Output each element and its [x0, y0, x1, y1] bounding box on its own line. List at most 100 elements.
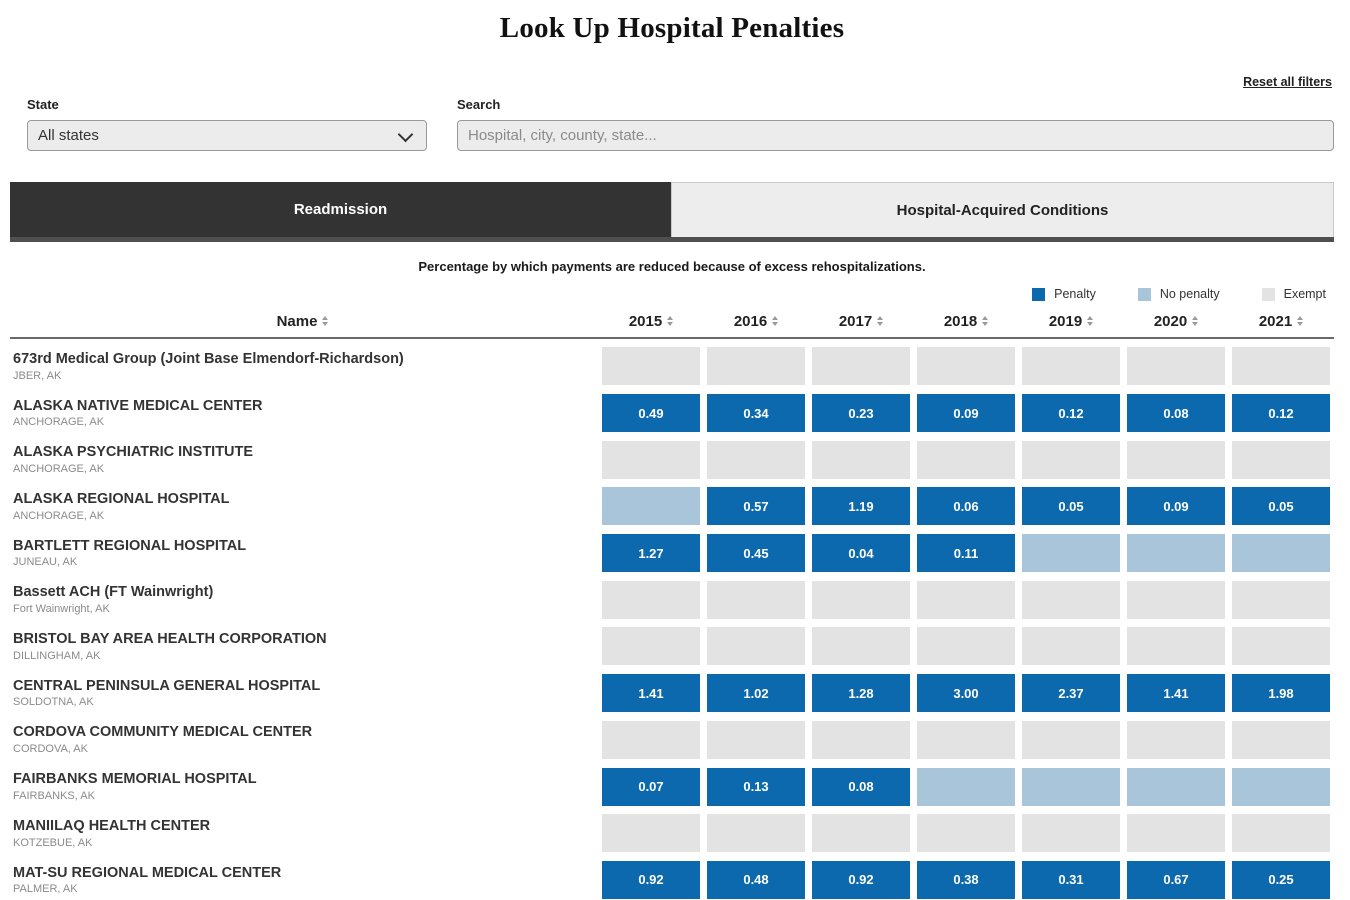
exempt-cell — [812, 347, 910, 386]
exempt-cell — [707, 627, 805, 666]
hospital-name: MAT-SU REGIONAL MEDICAL CENTER — [13, 864, 282, 881]
penalty-cell: 1.19 — [812, 487, 910, 526]
exempt-cell — [1127, 720, 1225, 759]
penalty-cell: 0.92 — [602, 860, 700, 899]
column-header-year[interactable]: 2017 — [812, 313, 910, 330]
sort-icon — [1087, 316, 1094, 327]
exempt-cell — [1127, 440, 1225, 479]
exempt-cell — [812, 720, 910, 759]
exempt-cell — [917, 440, 1015, 479]
table-row: CORDOVA COMMUNITY MEDICAL CENTER CORDOVA… — [10, 717, 1334, 764]
penalty-cell: 0.92 — [812, 860, 910, 899]
exempt-cell — [707, 347, 805, 386]
hospital-name: CORDOVA COMMUNITY MEDICAL CENTER — [13, 724, 313, 741]
legend-item: Exempt — [1261, 287, 1326, 301]
exempt-cell — [1232, 814, 1330, 853]
tab-bar: Readmission Hospital-Acquired Conditions — [10, 182, 1334, 242]
table-row: CENTRAL PENINSULA GENERAL HOSPITAL SOLDO… — [10, 670, 1334, 717]
legend-swatch — [1032, 287, 1046, 301]
exempt-cell — [917, 627, 1015, 666]
penalty-cell: 1.41 — [1127, 674, 1225, 713]
column-header-year[interactable]: 2019 — [1022, 313, 1120, 330]
penalty-cell: 0.09 — [1127, 487, 1225, 526]
legend-swatch — [1261, 287, 1275, 301]
state-select[interactable]: All states — [27, 120, 427, 151]
table-subtitle: Percentage by which payments are reduced… — [418, 259, 926, 274]
table-header: Name 2015 2016 2017 2018 2019 2020 2021 — [10, 313, 1334, 339]
exempt-cell — [707, 440, 805, 479]
column-header-year[interactable]: 2015 — [602, 313, 700, 330]
exempt-cell — [917, 814, 1015, 853]
penalty-cell: 0.08 — [812, 767, 910, 806]
penalty-cell: 1.27 — [602, 534, 700, 573]
exempt-cell — [1127, 347, 1225, 386]
hospital-location: ANCHORAGE, AK — [13, 463, 105, 475]
penalty-cell: 0.13 — [707, 767, 805, 806]
hospital-name: BARTLETT REGIONAL HOSPITAL — [13, 537, 247, 554]
no-penalty-cell — [1232, 767, 1330, 806]
legend-item: No penalty — [1137, 287, 1220, 301]
table-row: FAIRBANKS MEMORIAL HOSPITAL FAIRBANKS, A… — [10, 763, 1334, 810]
penalty-cell: 0.45 — [707, 534, 805, 573]
no-penalty-cell — [1127, 767, 1225, 806]
hospital-location: KOTZEBUE, AK — [13, 836, 93, 849]
hospital-location: JUNEAU, AK — [13, 556, 78, 569]
column-header-name[interactable]: Name — [10, 313, 595, 330]
hospital-name: MANIILAQ HEALTH CENTER — [13, 817, 211, 834]
sort-icon — [667, 316, 674, 327]
column-header-year[interactable]: 2020 — [1127, 313, 1225, 330]
penalties-table: 673rd Medical Group (Joint Base Elmendor… — [10, 343, 1334, 900]
penalty-cell: 0.05 — [1022, 487, 1120, 526]
column-header-year[interactable]: 2016 — [707, 313, 805, 330]
reset-all-filters-link[interactable]: Reset all filters — [1243, 75, 1332, 89]
exempt-cell — [602, 814, 700, 853]
tab-hospital-acquired-conditions[interactable]: Hospital-Acquired Conditions — [671, 182, 1334, 237]
exempt-cell — [1022, 627, 1120, 666]
hospital-location: DILLINGHAM, AK — [13, 649, 101, 662]
no-penalty-cell — [917, 767, 1015, 806]
hospital-name: BRISTOL BAY AREA HEALTH CORPORATION — [13, 631, 327, 648]
penalty-cell: 0.05 — [1232, 487, 1330, 526]
penalty-cell: 0.04 — [812, 534, 910, 573]
column-header-year[interactable]: 2021 — [1232, 313, 1330, 330]
penalty-cell: 0.07 — [602, 767, 700, 806]
exempt-cell — [1127, 627, 1225, 666]
exempt-cell — [1022, 720, 1120, 759]
exempt-cell — [1022, 814, 1120, 853]
exempt-cell — [1022, 440, 1120, 479]
hospital-name: ALASKA REGIONAL HOSPITAL — [13, 491, 230, 508]
hospital-name: CENTRAL PENINSULA GENERAL HOSPITAL — [13, 677, 321, 694]
penalty-cell: 0.08 — [1127, 394, 1225, 433]
penalty-cell: 0.57 — [707, 487, 805, 526]
penalty-cell: 0.49 — [602, 394, 700, 433]
penalty-cell: 0.48 — [707, 860, 805, 899]
table-row: ALASKA PSYCHIATRIC INSTITUTE ANCHORAGE, … — [10, 436, 1334, 483]
no-penalty-cell — [1232, 534, 1330, 573]
penalty-cell: 0.38 — [917, 860, 1015, 899]
exempt-cell — [707, 580, 805, 619]
legend-swatch — [1137, 287, 1151, 301]
exempt-cell — [812, 440, 910, 479]
hospital-location: CORDOVA, AK — [13, 743, 88, 756]
exempt-cell — [707, 720, 805, 759]
sort-icon — [1297, 316, 1304, 327]
search-input[interactable] — [457, 120, 1334, 151]
table-row: ALASKA NATIVE MEDICAL CENTER ANCHORAGE, … — [10, 390, 1334, 437]
hospital-location: JBER, AK — [13, 369, 62, 382]
exempt-cell — [602, 627, 700, 666]
hospital-name: ALASKA PSYCHIATRIC INSTITUTE — [13, 444, 254, 461]
sort-icon — [322, 316, 329, 327]
penalty-cell: 1.98 — [1232, 674, 1330, 713]
column-header-year[interactable]: 2018 — [917, 313, 1015, 330]
hospital-location: PALMER, AK — [13, 883, 78, 896]
hospital-location: SOLDOTNA, AK — [13, 696, 94, 709]
search-label: Search — [457, 97, 501, 112]
penalty-cell: 0.09 — [917, 394, 1015, 433]
exempt-cell — [602, 347, 700, 386]
tab-readmission[interactable]: Readmission — [10, 182, 671, 237]
exempt-cell — [812, 814, 910, 853]
penalty-cell: 1.41 — [602, 674, 700, 713]
exempt-cell — [707, 814, 805, 853]
hospital-location: Fort Wainwright, AK — [13, 603, 110, 616]
penalty-cell: 0.11 — [917, 534, 1015, 573]
